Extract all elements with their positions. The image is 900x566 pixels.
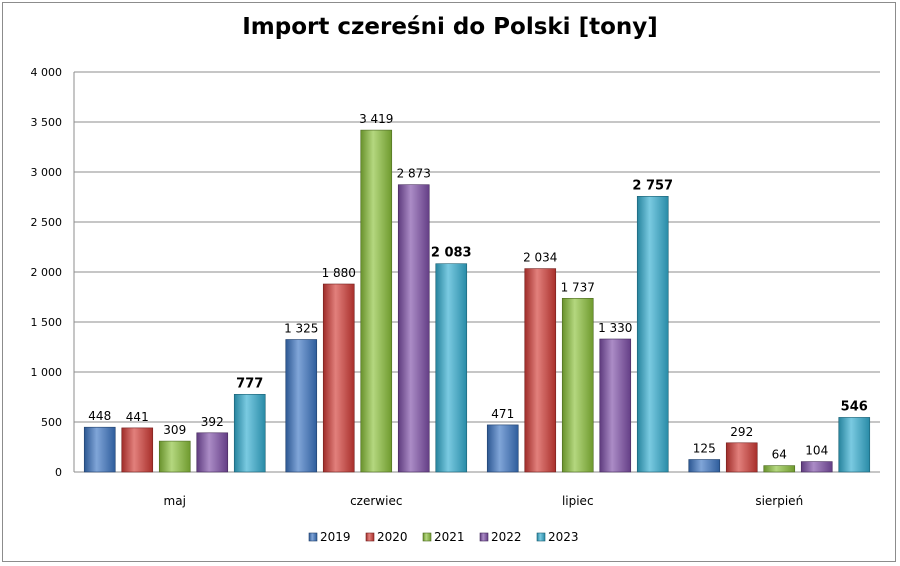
bar-2023-lipiec (636, 196, 669, 473)
x-category-label: lipiec (562, 494, 594, 508)
bar-2020-sierpień (725, 442, 758, 473)
data-label: 546 (841, 399, 868, 414)
y-tick-label: 0 (55, 466, 62, 479)
data-label: 471 (491, 407, 514, 421)
data-label: 392 (201, 415, 224, 429)
x-category-label: czerwiec (350, 494, 402, 508)
y-tick-label: 500 (41, 416, 62, 429)
y-tick-label: 2 000 (31, 266, 63, 279)
bar-2023-czerwiec (435, 263, 468, 473)
data-label: 2 034 (523, 251, 557, 265)
legend-label: 2023 (548, 530, 579, 544)
bar-2022-lipiec (599, 338, 632, 473)
bar-2020-lipiec (524, 268, 557, 473)
bar-2020-czerwiec (322, 283, 355, 473)
legend-swatch (308, 532, 318, 542)
data-label: 292 (730, 425, 753, 439)
bar-2021-maj (158, 440, 191, 473)
data-label: 1 880 (322, 266, 356, 280)
y-tick-label: 2 500 (31, 216, 63, 229)
x-category-label: sierpień (755, 494, 803, 508)
data-label: 448 (88, 409, 111, 423)
legend-label: 2022 (491, 530, 522, 544)
data-label: 104 (805, 444, 828, 458)
data-label: 2 757 (632, 178, 673, 193)
x-axis-categories: maj czerwiec lipiec sierpień (164, 494, 804, 508)
legend-label: 2020 (377, 530, 408, 544)
data-label: 309 (163, 423, 186, 437)
legend-label: 2021 (434, 530, 465, 544)
data-label: 2 083 (431, 246, 472, 261)
bar-2023-maj (233, 393, 266, 473)
legend-swatch (422, 532, 432, 542)
bar-2021-sierpień (763, 465, 796, 473)
legend-label: 2019 (320, 530, 351, 544)
data-label: 441 (126, 410, 149, 424)
data-label: 1 737 (561, 280, 595, 294)
legend-swatch (365, 532, 375, 542)
bar-2022-maj (196, 432, 229, 473)
bar-2021-czerwiec (360, 129, 393, 473)
y-tick-label: 3 000 (31, 166, 63, 179)
data-label: 1 330 (598, 321, 632, 335)
legend-swatch (536, 532, 546, 542)
y-tick-label: 1 000 (31, 366, 63, 379)
chart-title: Import czereśni do Polski [tony] (242, 14, 658, 40)
bar-2019-maj (83, 426, 116, 473)
data-label: 777 (236, 376, 263, 391)
data-label: 64 (772, 448, 787, 462)
y-tick-label: 4 000 (31, 66, 63, 79)
data-label: 1 325 (284, 322, 318, 336)
y-tick-label: 1 500 (31, 316, 63, 329)
data-label: 2 873 (397, 167, 431, 181)
data-label: 125 (693, 442, 716, 456)
y-tick-label: 3 500 (31, 116, 63, 129)
bar-2019-sierpień (688, 459, 721, 473)
y-axis-ticks: 0 500 1 000 1 500 2 000 2 500 3 000 3 500 4 000 (31, 66, 63, 479)
legend: 2019 2020 2021 2022 2023 (308, 530, 579, 544)
bar-2023-sierpień (838, 417, 871, 473)
data-label: 3 419 (359, 112, 393, 126)
bar-2020-maj (121, 427, 154, 473)
bar-2022-sierpień (800, 461, 833, 473)
data-labels: 448 441 309 392 777 1 325 1 880 3 419 2 873 2 083… (88, 112, 868, 462)
bar-2022-czerwiec (397, 184, 430, 473)
bar-2019-czerwiec (285, 339, 318, 473)
bar-2019-lipiec (486, 424, 519, 473)
gridlines (73, 71, 880, 473)
legend-swatch (479, 532, 489, 542)
x-category-label: maj (164, 494, 186, 508)
bars (83, 129, 871, 473)
bar-2021-lipiec (561, 297, 594, 473)
